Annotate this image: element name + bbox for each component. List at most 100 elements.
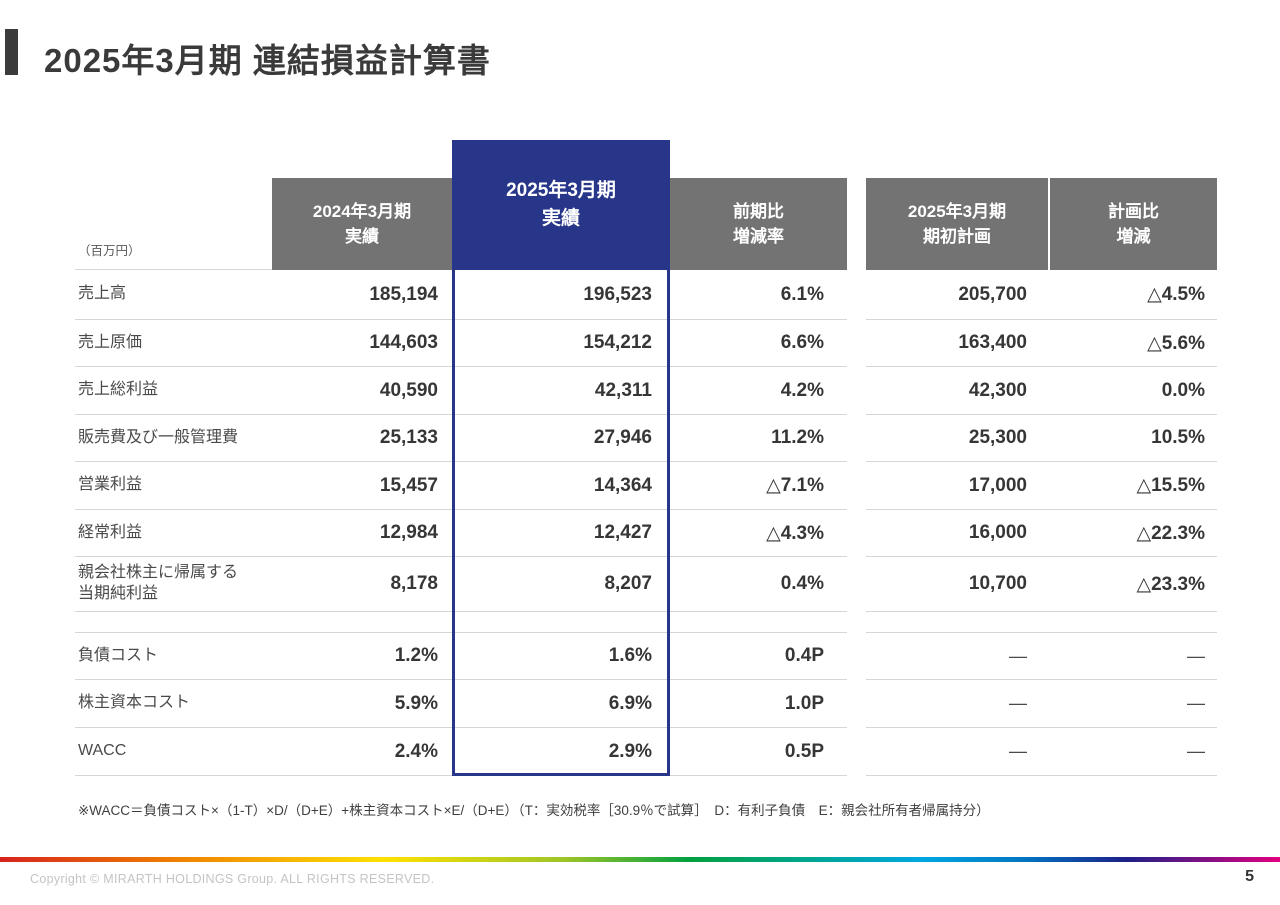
cell-yoy: 0.4P: [670, 633, 847, 680]
cell-plan_diff: 0.0%: [1048, 367, 1217, 415]
table-row: 営業利益 15,457 14,364 △7.1% 17,000 △15.5%: [75, 462, 1217, 510]
column-gap: [847, 415, 866, 462]
table-row: 売上高 185,194 196,523 6.1% 205,700 △4.5%: [75, 270, 1217, 320]
table-spacer-row: [75, 612, 1217, 633]
column-gap: [847, 320, 866, 367]
cell-plan: 25,300: [866, 415, 1048, 462]
row-label: 売上高: [75, 270, 272, 320]
cell-fy2025: 2.9%: [452, 728, 670, 776]
empty-cell: [452, 612, 670, 633]
column-gap: [847, 510, 866, 557]
table-row: 親会社株主に帰属する 当期純利益 8,178 8,207 0.4% 10,700 △23.…: [75, 557, 1217, 612]
header-label-column: （百万円）: [75, 140, 272, 270]
table-row: WACC 2.4% 2.9% 0.5P — —: [75, 728, 1217, 776]
cell-fy2024: 144,603: [272, 320, 452, 367]
cell-fy2025: 27,946: [452, 415, 670, 462]
cell-fy2025: 8,207: [452, 557, 670, 612]
row-label: 販売費及び一般管理費: [75, 415, 272, 462]
column-header-fy2025-plan: 2025年3月期 期初計画: [866, 178, 1048, 270]
footnote: ※WACC＝負債コスト×（1-T）×D/（D+E）+株主資本コスト×E/（D+E…: [78, 803, 990, 818]
empty-cell: [75, 612, 272, 633]
cell-plan_diff: △4.5%: [1048, 270, 1217, 320]
cell-fy2024: 40,590: [272, 367, 452, 415]
cell-fy2024: 15,457: [272, 462, 452, 510]
title-accent-square: [5, 29, 18, 75]
column-gap: [847, 612, 866, 633]
table-row: 株主資本コスト 5.9% 6.9% 1.0P — —: [75, 680, 1217, 728]
rainbow-divider: [0, 857, 1280, 862]
table-row: 売上総利益 40,590 42,311 4.2% 42,300 0.0%: [75, 367, 1217, 415]
column-header-yoy-change: 前期比 増減率: [670, 178, 847, 270]
cell-fy2024: 1.2%: [272, 633, 452, 680]
cell-fy2025: 1.6%: [452, 633, 670, 680]
row-label: 売上原価: [75, 320, 272, 367]
row-label: 売上総利益: [75, 367, 272, 415]
cell-yoy: 6.6%: [670, 320, 847, 367]
cell-plan: —: [866, 728, 1048, 776]
row-label: WACC: [75, 728, 272, 776]
cell-fy2025: 6.9%: [452, 680, 670, 728]
cell-fy2025: 196,523: [452, 270, 670, 320]
cell-yoy: 0.5P: [670, 728, 847, 776]
cell-yoy: △4.3%: [670, 510, 847, 557]
unit-label: （百万円）: [78, 244, 141, 259]
row-label: 営業利益: [75, 462, 272, 510]
cell-plan_diff: △5.6%: [1048, 320, 1217, 367]
column-gap: [847, 728, 866, 776]
cell-fy2024: 5.9%: [272, 680, 452, 728]
cell-plan_diff: △23.3%: [1048, 557, 1217, 612]
cell-yoy: 1.0P: [670, 680, 847, 728]
table-row: 売上原価 144,603 154,212 6.6% 163,400 △5.6%: [75, 320, 1217, 367]
column-header-fy2024-actual: 2024年3月期 実績: [272, 178, 452, 270]
cell-plan_diff: △15.5%: [1048, 462, 1217, 510]
cell-yoy: 4.2%: [670, 367, 847, 415]
cell-yoy: 11.2%: [670, 415, 847, 462]
cell-fy2024: 8,178: [272, 557, 452, 612]
cell-plan: 10,700: [866, 557, 1048, 612]
table-row: 負債コスト 1.2% 1.6% 0.4P — —: [75, 633, 1217, 680]
table-body: 売上高 185,194 196,523 6.1% 205,700 △4.5% 売上原価 144…: [75, 270, 1217, 776]
table-row: 経常利益 12,984 12,427 △4.3% 16,000 △22.3%: [75, 510, 1217, 557]
cell-fy2024: 25,133: [272, 415, 452, 462]
cell-plan: 16,000: [866, 510, 1048, 557]
cell-plan: 17,000: [866, 462, 1048, 510]
column-header-fy2025-actual: 2025年3月期 実績: [452, 140, 670, 270]
cell-yoy: 0.4%: [670, 557, 847, 612]
column-gap: [847, 557, 866, 612]
cell-yoy: 6.1%: [670, 270, 847, 320]
cell-plan_diff: △22.3%: [1048, 510, 1217, 557]
cell-fy2024: 185,194: [272, 270, 452, 320]
cell-plan: 42,300: [866, 367, 1048, 415]
cell-plan: 205,700: [866, 270, 1048, 320]
cell-plan_diff: —: [1048, 728, 1217, 776]
cell-plan_diff: 10.5%: [1048, 415, 1217, 462]
row-label: 株主資本コスト: [75, 680, 272, 728]
cell-yoy: △7.1%: [670, 462, 847, 510]
copyright-text: Copyright © MIRARTH HOLDINGS Group. ALL …: [30, 872, 435, 886]
cell-plan: —: [866, 680, 1048, 728]
cell-fy2024: 12,984: [272, 510, 452, 557]
table-header-row: （百万円） 2024年3月期 実績 2025年3月期 実績 前期比 増減率 20…: [75, 140, 1217, 270]
cell-plan_diff: —: [1048, 633, 1217, 680]
column-gap: [847, 680, 866, 728]
empty-cell: [272, 612, 452, 633]
column-gap: [847, 367, 866, 415]
column-header-plan-diff: 計画比 増減: [1048, 178, 1217, 270]
cell-fy2025: 42,311: [452, 367, 670, 415]
row-label: 親会社株主に帰属する 当期純利益: [75, 557, 272, 612]
table-row: 販売費及び一般管理費 25,133 27,946 11.2% 25,300 10.5%: [75, 415, 1217, 462]
cell-fy2025: 154,212: [452, 320, 670, 367]
row-label: 経常利益: [75, 510, 272, 557]
cell-plan: 163,400: [866, 320, 1048, 367]
column-gap: [847, 462, 866, 510]
empty-cell: [1048, 612, 1217, 633]
empty-cell: [670, 612, 847, 633]
page-number: 5: [1245, 868, 1254, 885]
page-title: 2025年3月期 連結損益計算書: [44, 42, 491, 79]
cell-fy2025: 12,427: [452, 510, 670, 557]
cell-plan_diff: —: [1048, 680, 1217, 728]
cell-plan: —: [866, 633, 1048, 680]
column-gap: [847, 270, 866, 320]
empty-cell: [866, 612, 1048, 633]
